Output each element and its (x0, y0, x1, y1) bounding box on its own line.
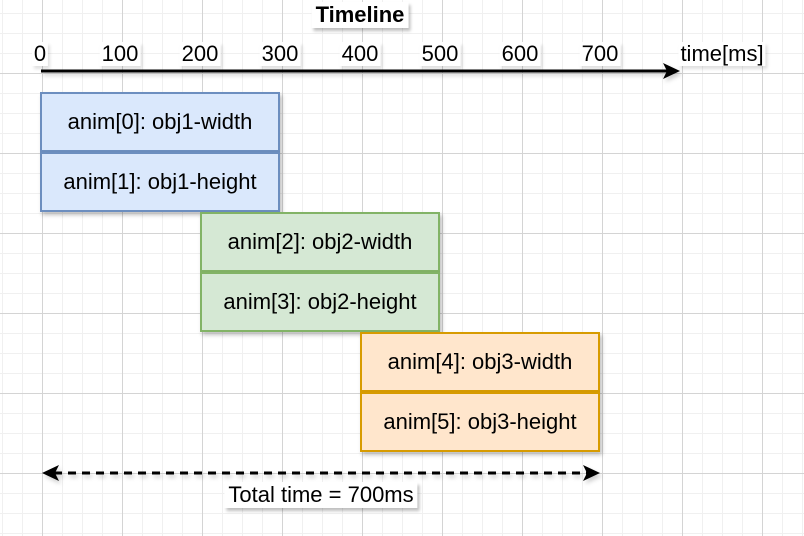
axis-unit-label: time[ms] (678, 41, 766, 66)
bar-label: anim[2]: obj2-width (227, 229, 413, 254)
bar-label: anim[4]: obj3-width (387, 349, 573, 374)
timeline-bar-anim2: anim[2]: obj2-width (200, 212, 440, 272)
axis-tick-300: 300 (259, 41, 301, 66)
timeline-bar-anim5: anim[5]: obj3-height (360, 392, 600, 452)
timeline-bar-anim4: anim[4]: obj3-width (360, 332, 600, 392)
axis-arrowhead-icon (663, 63, 680, 79)
timeline-bar-anim0: anim[0]: obj1-width (40, 92, 280, 152)
diagram-title: Timeline (311, 2, 409, 28)
axis-tick-200: 200 (179, 41, 221, 66)
timeline-bar-anim3: anim[3]: obj2-height (200, 272, 440, 332)
bar-label: anim[5]: obj3-height (383, 409, 577, 434)
axis-tick-700: 700 (579, 41, 621, 66)
timeline-bar-anim1: anim[1]: obj1-height (40, 152, 280, 212)
right-arrowhead-icon (583, 465, 600, 481)
axis-tick-400: 400 (339, 41, 381, 66)
left-arrowhead-icon (42, 465, 59, 481)
total-time-label: Total time = 700ms (224, 482, 418, 508)
axis-tick-500: 500 (419, 41, 461, 66)
axis-tick-600: 600 (499, 41, 541, 66)
bar-label: anim[0]: obj1-width (67, 109, 253, 134)
axis-tick-0: 0 (31, 41, 49, 66)
bar-label: anim[3]: obj2-height (223, 289, 417, 314)
axis-tick-100: 100 (99, 41, 141, 66)
bar-label: anim[1]: obj1-height (63, 169, 257, 194)
total-time-arrow (42, 465, 600, 481)
